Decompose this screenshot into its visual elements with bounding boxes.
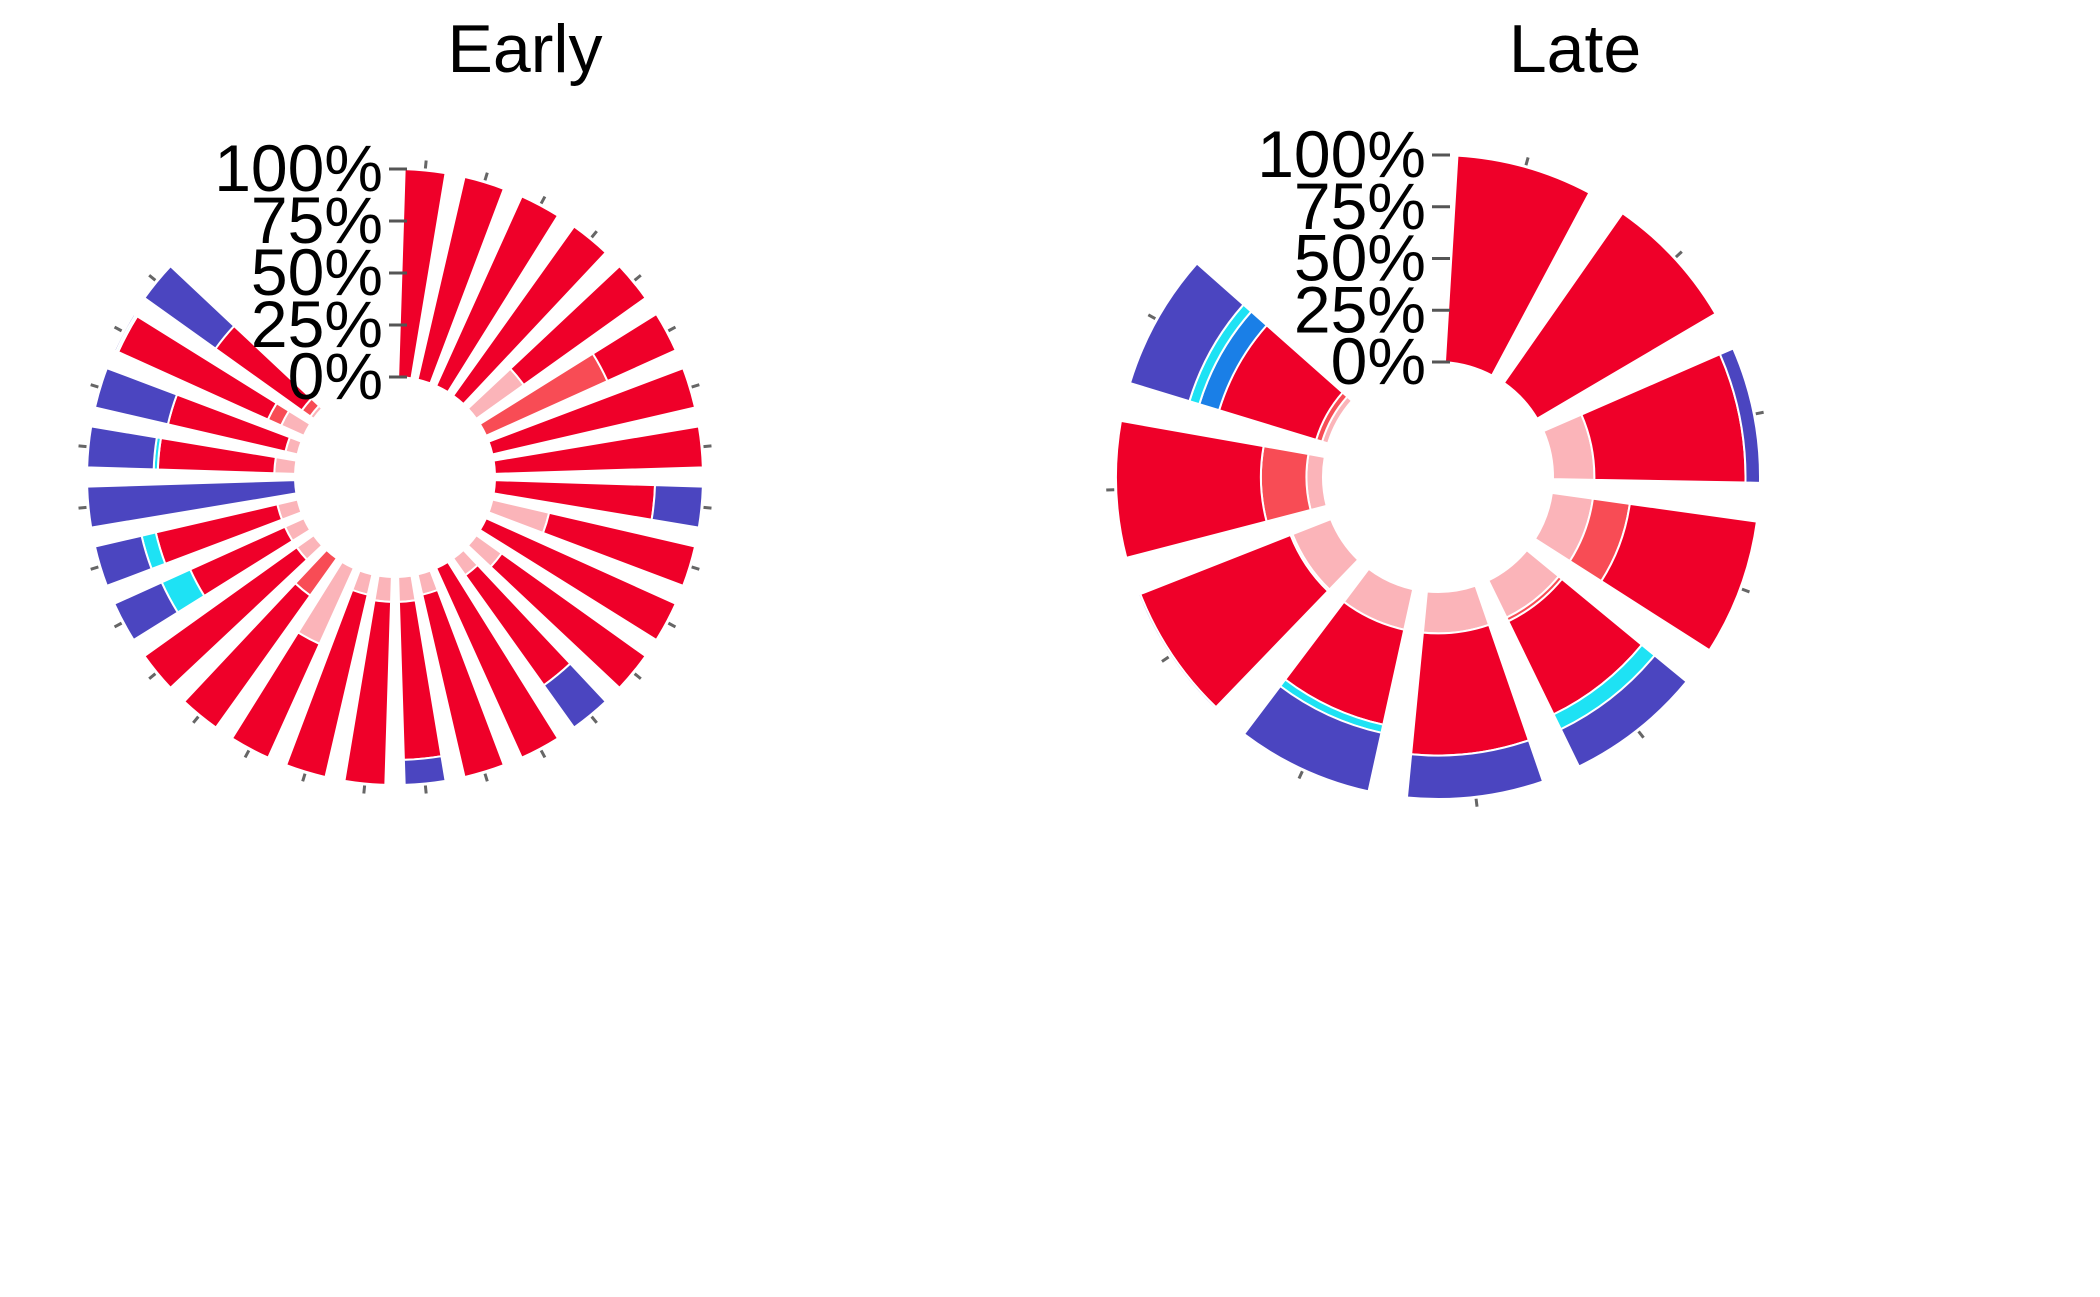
radial-tick-label-1: 25% [251,287,383,361]
bar-27-outer-tick [148,274,157,282]
bar-18-segment-red [230,631,321,760]
bar-0-outer-tick [1524,157,1530,166]
bar-16-segment-red [343,599,393,786]
bar-1-segment-red [416,175,506,385]
bar-7-segment-red [492,425,704,475]
bar-2-segment-red [434,194,560,394]
bar-15-segment-pale-pink [397,574,417,603]
bar-4-outer-tick [1637,730,1645,739]
bar-6-segment-red [487,366,697,456]
bar-9-segment-red [541,511,697,588]
bar-1-outer-tick [1674,250,1683,259]
radial-tick-label-2: 50% [251,235,383,309]
radial-tick-label-0: 0% [288,339,383,413]
bar-5-segment-indigo [1405,739,1545,800]
bar-25-segment-indigo [93,366,179,426]
bar-6-outer-tick [691,383,700,389]
bar-6-outer-tick [1297,770,1304,780]
bar-25-outer-tick [90,383,99,389]
bar-15-segment-indigo [402,755,447,786]
bar-5-outer-tick [667,325,677,333]
bar-5-segment-red [591,312,678,383]
bar-2-outer-tick [539,195,547,205]
bar-17-segment-red [284,588,369,779]
bar-20-segment-red [143,545,309,690]
bar-1-outer-tick [483,172,489,181]
bar-8-outer-tick [703,505,712,510]
bar-4-outer-tick [633,274,642,282]
bar-10-outer-tick [667,621,677,629]
bar-26-outer-tick [113,325,123,333]
bar-26-segment-indigo [112,312,137,353]
bar-23-segment-indigo [86,479,298,529]
early-polar-chart: 0%25%50%75%100% [78,131,712,794]
radial-tick-label-4: 100% [214,131,383,205]
bar-16-outer-tick [362,785,367,794]
radial-tick-label-4: 100% [1257,117,1426,191]
bar-3-segment-red [1599,502,1759,652]
bar-11-outer-tick [633,672,642,680]
bar-9-segment-indigo [1128,262,1245,403]
bar-21-segment-indigo [112,581,180,642]
bar-21-outer-tick [113,621,123,629]
bar-5-outer-tick [1474,798,1479,807]
bar-10-segment-red [478,516,678,642]
bar-14-outer-tick [483,773,489,782]
bar-18-outer-tick [243,749,251,759]
bar-20-outer-tick [148,672,157,680]
late-polar-chart: 0%25%50%75%100% [1106,117,1764,807]
bar-19-segment-red [182,581,312,729]
bar-13-outer-tick [539,749,547,759]
bar-15-outer-tick [423,785,428,794]
bar-9-outer-tick [691,565,700,571]
bar-13-segment-red [434,560,560,760]
bar-22-segment-indigo [93,534,153,588]
bar-12-segment-indigo [542,662,608,729]
bar-5-segment-pale-pink [1421,584,1491,635]
bar-2-outer-tick [1755,410,1764,416]
bar-22-outer-tick [90,565,99,571]
bar-8-segment-light-red [1259,444,1312,523]
late-chart-title: Late [1508,11,1642,87]
bar-0-outer-tick [423,160,428,169]
bar-8-segment-indigo [650,484,704,529]
bar-11-segment-red [489,551,647,690]
bar-23-outer-tick [78,505,87,510]
bar-4-segment-indigo [1559,653,1688,768]
bar-3-outer-tick [1741,587,1750,594]
bar-12-outer-tick [590,715,598,724]
bar-24-outer-tick [78,444,87,449]
early-chart-title: Early [447,11,603,87]
bar-24-segment-indigo [86,425,158,471]
bar-8-segment-red [1115,419,1268,560]
bar-6-segment-indigo [1242,684,1383,793]
bar-5-segment-red [1410,623,1531,757]
bar-2-segment-indigo [1718,347,1761,484]
radial-tick-label-0: 0% [1331,324,1426,398]
bar-24-segment-pale-pink [273,456,298,475]
radial-tick-label-3: 75% [1294,169,1426,243]
bar-1-segment-red [1502,211,1717,421]
radial-tick-label-2: 50% [1294,221,1426,295]
radial-tick-label-1: 25% [1294,272,1426,346]
bar-7-outer-tick [703,444,712,449]
bar-14-segment-red [421,588,506,779]
early-chart-panel: Early 0% 25% 50% 75% 100% [78,11,712,794]
bar-3-outer-tick [590,230,598,239]
bar-27-segment-indigo [143,264,236,351]
bar-0-segment-red [1443,154,1591,377]
bar-4-segment-red [508,264,647,387]
bar-7-segment-indigo [1137,592,1218,711]
bar-7-outer-tick [1161,655,1170,663]
bar-19-outer-tick [192,715,200,724]
late-chart-panel: Late 0% 25% 50% 75% 100% [1050,0,2100,1297]
bar-3-segment-red [451,225,608,406]
bar-9-outer-tick [1147,313,1157,320]
bar-17-outer-tick [301,773,307,782]
bar-16-segment-pale-pink [373,574,393,603]
radial-tick-label-3: 75% [251,183,383,257]
